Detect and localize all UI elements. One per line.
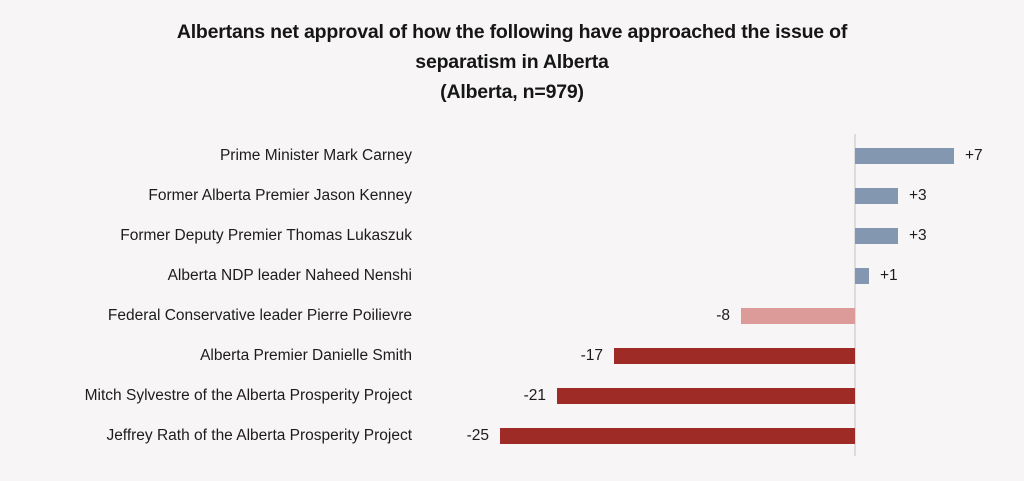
bar-negative: [741, 308, 855, 324]
value-label: +7: [965, 147, 983, 164]
value-label: +1: [880, 267, 898, 284]
category-label: Former Deputy Premier Thomas Lukaszuk: [120, 227, 412, 244]
bar-positive: [855, 268, 869, 284]
category-label: Prime Minister Mark Carney: [219, 147, 412, 164]
chart-title: Albertans net approval of how the follow…: [0, 17, 1024, 107]
bar-negative: [557, 388, 855, 404]
zero-axis-line: [854, 134, 856, 456]
value-label: -8: [716, 307, 730, 324]
bar-negative: [500, 428, 855, 444]
category-label: Alberta NDP leader Naheed Nenshi: [167, 267, 412, 284]
category-label: Federal Conservative leader Pierre Poili…: [107, 307, 412, 324]
value-label: +3: [909, 187, 927, 204]
value-label: +3: [909, 227, 927, 244]
chart-title-line-1: Albertans net approval of how the follow…: [176, 21, 848, 43]
bar-positive: [855, 148, 954, 164]
chart-title-line-3: (Alberta, n=979): [440, 81, 584, 103]
value-label: -17: [580, 347, 603, 364]
bar-positive: [855, 228, 898, 244]
category-label: Jeffrey Rath of the Alberta Prosperity P…: [106, 427, 412, 444]
value-label: -21: [523, 387, 546, 404]
category-label: Mitch Sylvestre of the Alberta Prosperit…: [84, 387, 412, 404]
chart-title-line-2: separatism in Alberta: [415, 51, 609, 73]
bar-positive: [855, 188, 898, 204]
category-label: Former Alberta Premier Jason Kenney: [148, 187, 412, 204]
bar-negative: [614, 348, 855, 364]
value-label: -25: [466, 427, 489, 444]
category-label: Alberta Premier Danielle Smith: [200, 347, 412, 364]
